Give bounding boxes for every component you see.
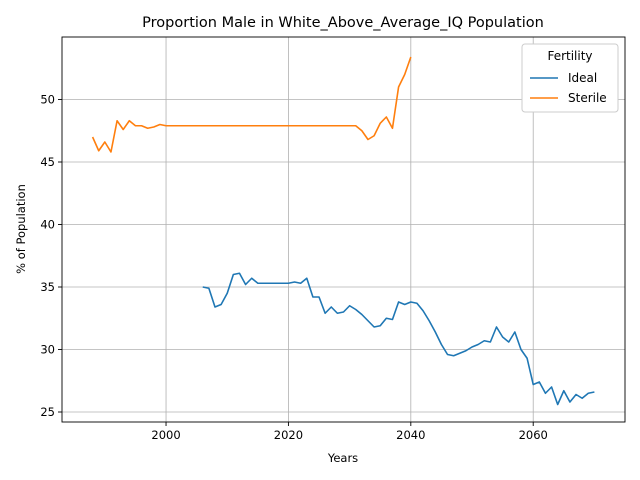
x-tick-label: 2000 [151,428,180,442]
legend-box [521,43,619,113]
y-axis-label: % of Population [14,184,28,274]
legend-title: Fertility [547,49,592,63]
chart-title: Proportion Male in White_Above_Average_I… [142,15,544,31]
legend-label-ideal: Ideal [568,71,597,85]
y-tick-label: 50 [40,93,55,107]
series-line-sterile [91,56,412,153]
y-tick-label: 30 [40,343,55,357]
x-tick-label: 2020 [274,428,303,442]
axis-ticks: 2000 2020 2040 2060 25 30 35 40 45 50 [40,93,547,443]
series-lines [91,56,595,406]
y-tick-label: 35 [40,280,55,294]
legend: Fertility Ideal Sterile [521,43,619,113]
x-axis-label: Years [327,451,358,465]
legend-label-sterile: Sterile [568,91,607,105]
y-tick-label: 45 [40,155,55,169]
x-tick-label: 2060 [519,428,548,442]
x-tick-label: 2040 [396,428,425,442]
series-line-ideal [202,272,595,406]
y-tick-label: 25 [40,405,55,419]
plot-frame [61,36,626,423]
y-tick-label: 40 [40,218,55,232]
